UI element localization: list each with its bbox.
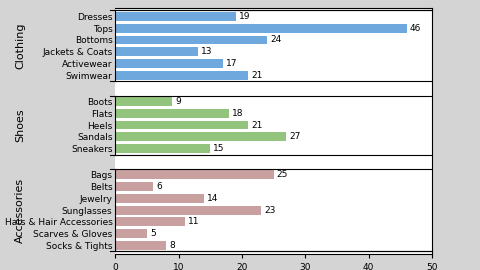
Bar [115, 206, 261, 215]
Text: 8: 8 [169, 241, 175, 250]
Bar [115, 170, 274, 179]
Text: 11: 11 [188, 217, 200, 227]
Text: 6: 6 [156, 182, 162, 191]
Text: 27: 27 [289, 132, 301, 141]
Text: 15: 15 [214, 144, 225, 153]
Bar [115, 109, 229, 118]
Bar [115, 97, 172, 106]
Bar [115, 132, 286, 141]
Text: 5: 5 [150, 229, 156, 238]
Bar [115, 24, 407, 33]
Text: 25: 25 [277, 170, 288, 179]
Text: 13: 13 [201, 47, 212, 56]
Bar [115, 71, 248, 80]
Bar [115, 36, 267, 45]
Text: 14: 14 [207, 194, 218, 203]
Bar [115, 47, 198, 56]
Bar [115, 194, 204, 203]
Bar [115, 229, 147, 238]
Bar [115, 121, 248, 130]
Text: 21: 21 [252, 120, 263, 130]
Text: 19: 19 [239, 12, 250, 21]
Bar [115, 182, 153, 191]
Text: 17: 17 [226, 59, 238, 68]
Text: 21: 21 [252, 71, 263, 80]
Text: Clothing: Clothing [15, 23, 25, 69]
Text: 24: 24 [270, 35, 282, 45]
Bar [115, 59, 223, 68]
Bar [115, 12, 236, 21]
Bar [115, 241, 166, 250]
Text: 23: 23 [264, 205, 276, 215]
Bar [115, 217, 185, 226]
Text: Shoes: Shoes [15, 108, 25, 142]
Text: Accessories: Accessories [15, 178, 25, 243]
Text: 18: 18 [232, 109, 244, 118]
Bar [115, 144, 210, 153]
Text: 9: 9 [175, 97, 181, 106]
Text: 46: 46 [410, 24, 421, 33]
